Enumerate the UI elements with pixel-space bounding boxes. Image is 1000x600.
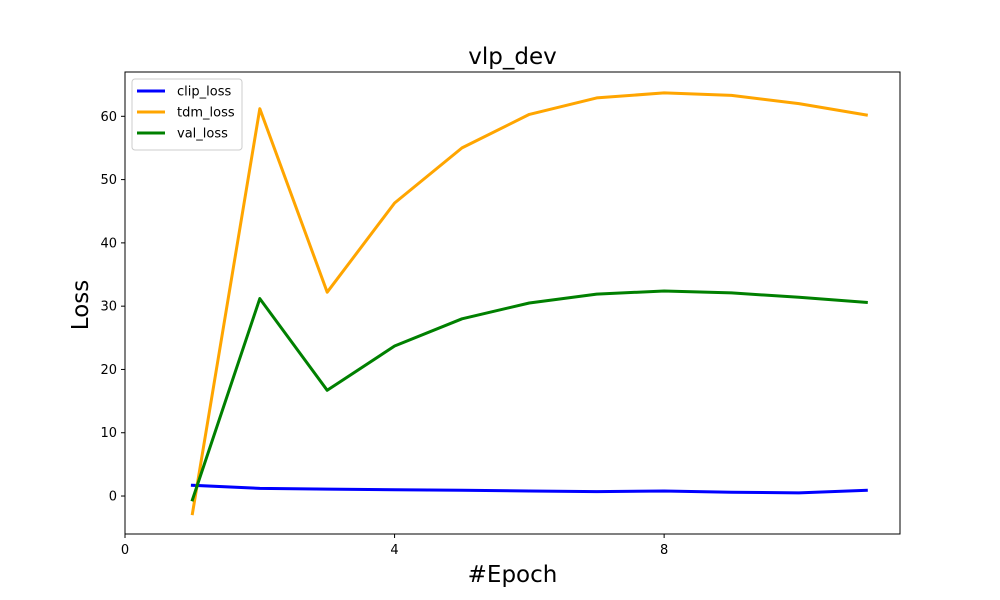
- y-tick-label: 0: [109, 490, 117, 505]
- y-tick-label: 50: [100, 173, 117, 188]
- y-tick-label: 10: [100, 426, 117, 441]
- series-line-tdm_loss: [190, 91, 869, 516]
- legend-label-val_loss: val_loss: [177, 127, 228, 142]
- y-tick-label: 60: [100, 110, 117, 125]
- y-axis-label: Loss: [68, 280, 94, 330]
- x-axis-label: #Epoch: [468, 562, 558, 588]
- x-tick-label: 8: [660, 543, 668, 558]
- y-tick-label: 30: [100, 300, 117, 315]
- y-tick-label: 40: [100, 236, 117, 251]
- axis-ticks: 0 4 8 0 10 20 30 40 50 60: [100, 110, 668, 558]
- x-tick-label: 4: [390, 543, 398, 558]
- series-line-clip_loss: [190, 483, 868, 495]
- plot-area: [124, 71, 901, 535]
- chart-title: vlp_dev: [468, 44, 556, 70]
- plot-frame: [124, 71, 901, 535]
- y-tick-label: 20: [100, 363, 117, 378]
- legend-label-tdm_loss: tdm_loss: [177, 106, 235, 121]
- series-line-val_loss: [190, 289, 868, 502]
- x-tick-label: 0: [121, 543, 129, 558]
- legend-label-clip_loss: clip_loss: [177, 85, 231, 100]
- legend: clip_loss tdm_loss val_loss: [131, 78, 243, 151]
